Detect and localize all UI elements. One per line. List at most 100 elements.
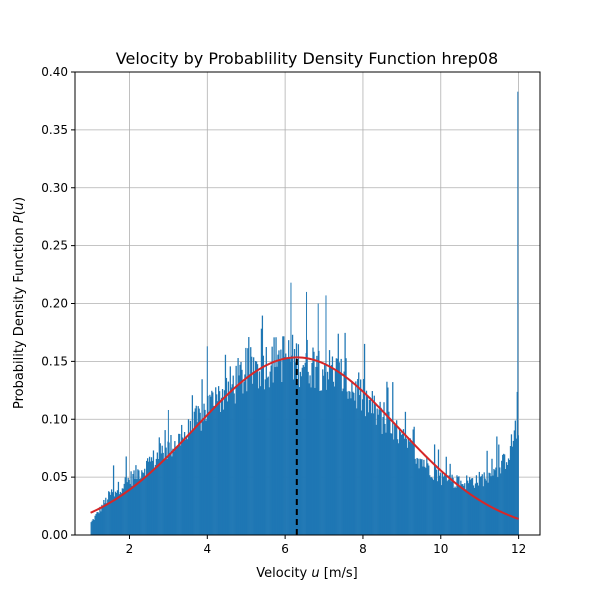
histogram-bar	[256, 364, 259, 535]
histogram-bar	[327, 379, 330, 535]
histogram-bar	[413, 426, 415, 535]
histogram-bar	[194, 408, 196, 535]
histogram-bar	[478, 471, 480, 535]
histogram-bar	[417, 458, 419, 535]
histogram-bar	[504, 468, 507, 535]
histogram-bar	[225, 377, 228, 535]
histogram-bar	[209, 394, 211, 535]
histogram-bar	[174, 441, 176, 535]
histogram-bar	[374, 402, 376, 535]
histogram-bar	[447, 479, 449, 535]
histogram-bar	[441, 471, 444, 535]
histogram-bar	[424, 466, 426, 535]
histogram-bar	[200, 430, 202, 535]
histogram-bar	[479, 476, 481, 535]
histogram-bar	[359, 395, 361, 535]
histogram-bar	[145, 476, 147, 535]
histogram-bar	[379, 401, 381, 535]
histogram-bar	[362, 378, 365, 535]
histogram-bar	[392, 382, 394, 535]
histogram-bar	[319, 390, 321, 535]
fit-curve-layer	[90, 356, 519, 520]
histogram-bar	[158, 437, 160, 535]
histogram-spike-bar	[290, 282, 292, 535]
histogram-bar	[375, 424, 377, 535]
histogram-bar	[155, 458, 158, 535]
histogram-bar	[204, 409, 206, 535]
histogram-bar	[294, 362, 297, 535]
histogram-bar	[357, 379, 359, 535]
histogram-bar	[473, 487, 476, 535]
histogram-bar	[455, 487, 457, 535]
histogram-bar	[284, 356, 286, 535]
histogram-bar	[452, 477, 454, 535]
histogram-bar	[378, 409, 380, 535]
histogram-bar	[198, 408, 200, 535]
histogram-bar	[383, 402, 385, 535]
y-tick-label: 0.00	[41, 528, 68, 542]
y-tick-label: 0.20	[41, 297, 68, 311]
histogram-bar	[487, 482, 489, 535]
histogram-bar	[376, 408, 378, 535]
histogram-bar	[337, 333, 339, 535]
histogram-bar	[468, 477, 471, 535]
histogram-bar	[119, 491, 122, 535]
histogram-bar	[395, 425, 397, 535]
histogram-bar	[306, 339, 308, 535]
y-tick-label: 0.30	[41, 181, 68, 195]
y-tick-label: 0.40	[41, 65, 68, 79]
histogram-bar	[458, 476, 460, 535]
histogram-bar	[273, 337, 275, 535]
histogram-bar	[432, 480, 435, 535]
histogram-bar	[236, 385, 238, 535]
histogram-bar	[232, 375, 234, 535]
histogram-bar	[302, 365, 304, 535]
histogram-bar	[156, 452, 158, 535]
histogram-bar	[318, 350, 320, 535]
histogram-bar	[433, 444, 436, 535]
histogram-bar	[438, 475, 441, 535]
histogram-bar	[179, 433, 181, 535]
histogram-bar	[488, 472, 490, 535]
histogram-bar	[345, 358, 347, 535]
histogram-bar	[116, 490, 119, 535]
histogram-bar	[366, 396, 369, 535]
histogram-bar	[188, 434, 191, 535]
histogram-bar	[220, 397, 223, 535]
histogram-bar	[282, 336, 284, 535]
histogram-bar	[121, 488, 123, 535]
histogram-bar	[316, 355, 318, 535]
histogram-bar	[428, 465, 430, 535]
histogram-bar	[409, 438, 411, 535]
histogram-bar	[149, 461, 152, 535]
histogram-bar	[481, 474, 483, 535]
histogram-bar	[285, 353, 287, 535]
histogram-bar	[293, 349, 296, 535]
histogram-bar	[402, 429, 405, 535]
y-tick-label: 0.25	[41, 239, 68, 253]
histogram-bar	[171, 456, 173, 535]
histogram-bar	[474, 483, 477, 535]
histogram-bar	[108, 491, 110, 535]
histogram-bar	[466, 475, 468, 535]
histogram-bar	[354, 400, 356, 535]
histogram-bar	[312, 347, 314, 535]
histogram-bar	[513, 430, 516, 535]
histogram-bar	[401, 433, 404, 535]
y-axis-label-argument: u	[12, 202, 27, 210]
histogram-bar	[384, 423, 386, 535]
histogram-bar	[464, 483, 466, 535]
histogram-bar	[386, 381, 388, 535]
histogram-bar	[224, 354, 227, 535]
histogram-bar	[415, 463, 417, 535]
histogram-bar	[110, 489, 113, 535]
histogram-bar	[105, 497, 107, 535]
y-axis-label-prefix: Probability Density Function	[12, 223, 27, 409]
histogram-bar	[340, 358, 342, 535]
histogram-bar	[91, 520, 93, 535]
histogram-bar	[425, 468, 427, 535]
y-axis-label: Probability Density Function P(u)	[12, 197, 27, 409]
histogram-bar	[106, 503, 108, 535]
histogram-bar	[453, 487, 455, 535]
histogram-bar	[311, 362, 313, 535]
